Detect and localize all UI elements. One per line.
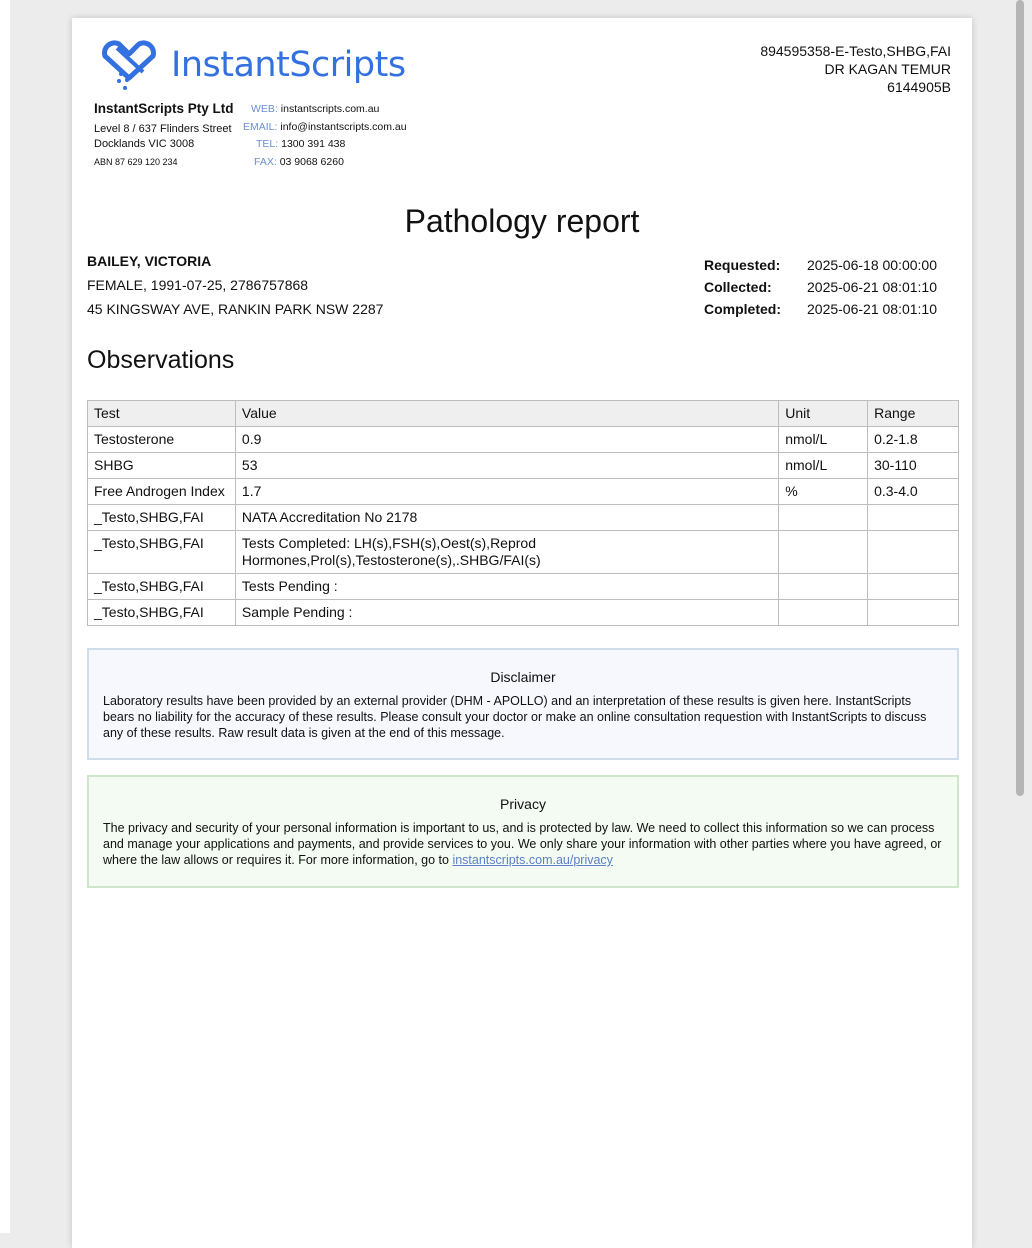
company-address-1: Level 8 / 637 Flinders Street <box>94 123 232 135</box>
cell-range: 30-110 <box>867 452 959 479</box>
collected-value: 2025-06-21 08:01:10 <box>807 279 937 295</box>
cell-unit <box>778 504 869 531</box>
web-label: WEB: <box>251 103 278 115</box>
heart-pill-logo-icon <box>102 40 156 90</box>
contact-block: WEB: instantscripts.com.au EMAIL: info@i… <box>222 101 407 171</box>
col-unit: Unit <box>778 400 869 427</box>
privacy-body: The privacy and security of your persona… <box>103 821 942 867</box>
requested-label: Requested: <box>704 257 781 273</box>
doctor-name: DR KAGAN TEMUR <box>824 61 951 77</box>
cell-range: 0.3-4.0 <box>867 478 959 505</box>
cell-test: Testosterone <box>87 426 236 453</box>
cell-value: Tests Pending : <box>234 573 780 600</box>
cell-unit <box>778 530 869 574</box>
cell-unit <box>778 573 869 600</box>
table-row: Free Androgen Index 1.7% 0.3-4.0 <box>87 478 959 505</box>
cell-test: _Testo,SHBG,FAI <box>87 573 236 600</box>
col-value: Value <box>234 400 780 427</box>
disclaimer-title: Disclaimer <box>490 669 556 685</box>
privacy-title: Privacy <box>500 796 546 812</box>
cell-value: 0.9 <box>234 426 780 453</box>
brand-logo: InstantScripts <box>93 40 406 90</box>
patient-name: BAILEY, VICTORIA <box>87 253 212 269</box>
page-margin <box>0 0 10 1233</box>
table-row: _Testo,SHBG,FAI Tests Completed: LH(s),FS… <box>87 530 959 574</box>
scrollbar[interactable] <box>1016 0 1024 796</box>
table-row: Testosterone 0.9 nmol/L 0.2-1.8 <box>87 426 959 453</box>
privacy-link[interactable]: instantscripts.com.au/privacy <box>452 853 613 867</box>
reference-id: 894595358-E-Testo,SHBG,FAI <box>760 43 951 59</box>
reference-block: 894595358-E-Testo,SHBG,FAI DR KAGAN TEMU… <box>760 42 951 96</box>
cell-test: _Testo,SHBG,FAI <box>87 599 236 626</box>
cell-test: _Testo,SHBG,FAI <box>87 530 236 574</box>
company-abn: ABN 87 629 120 234 <box>94 157 178 167</box>
tel-label: TEL: <box>256 138 279 150</box>
table-row: _Testo,SHBG,FAI Tests Pending : <box>87 573 959 600</box>
requested-value: 2025-06-18 00:00:00 <box>807 257 937 273</box>
cell-range <box>867 504 959 531</box>
provider-number: 6144905B <box>887 79 951 95</box>
email-value: info@instantscripts.com.au <box>280 120 407 133</box>
privacy-box: Privacy The privacy and security of your… <box>87 775 959 888</box>
col-test: Test <box>87 400 236 427</box>
cell-range: 0.2-1.8 <box>867 426 959 453</box>
fax-label: FAX: <box>254 155 277 168</box>
cell-test: _Testo,SHBG,FAI <box>87 504 236 531</box>
collected-label: Collected: <box>704 279 772 295</box>
cell-range <box>867 599 959 626</box>
cell-value: 1.7 <box>234 478 780 505</box>
table-row: _Testo,SHBG,FAI Sample Pending : <box>87 599 959 626</box>
patient-address: 45 KINGSWAY AVE, RANKIN PARK NSW 2287 <box>87 301 384 317</box>
cell-range <box>867 573 959 600</box>
col-range: Range <box>867 400 959 427</box>
observations-table: Test Value Unit Range Testosterone 0.9 nmo… <box>87 400 959 626</box>
company-address-2: Docklands VIC 3008 <box>94 138 195 150</box>
completed-label: Completed: <box>704 301 781 317</box>
email-label: EMAIL: <box>243 120 278 133</box>
report-page: InstantScripts InstantScripts Pty Ltd Le… <box>72 18 972 1248</box>
fax-value: 03 9068 6260 <box>279 155 344 168</box>
disclaimer-text: Laboratory results have been provided by… <box>103 694 927 740</box>
table-header-row: Test Value Unit Range <box>87 400 959 427</box>
cell-value: Sample Pending : <box>234 599 780 626</box>
cell-test: SHBG <box>87 452 236 479</box>
observations-heading: Observations <box>87 346 235 374</box>
patient-details: FEMALE, 1991-07-25, 2786757868 <box>87 277 309 293</box>
brand-name: InstantScripts <box>171 45 406 85</box>
cell-value: NATA Accreditation No 2178 <box>234 504 780 531</box>
web-value: instantscripts.com.au <box>280 103 380 115</box>
completed-value: 2025-06-21 08:01:10 <box>807 301 937 317</box>
table-row: SHBG 53 nmol/L 30-110 <box>87 452 959 479</box>
disclaimer-box: Disclaimer Laboratory results have been … <box>87 648 959 760</box>
cell-unit: nmol/L <box>778 452 869 479</box>
cell-unit: nmol/L <box>778 426 869 453</box>
report-dates: Requested: 2025-06-18 00:00:00 Collected:… <box>704 253 937 321</box>
cell-unit: % <box>778 478 869 505</box>
page-title: Pathology report <box>404 203 640 239</box>
cell-value: Tests Completed: LH(s),FSH(s),Oest(s),Re… <box>234 530 780 574</box>
cell-unit <box>778 599 869 626</box>
company-name: InstantScripts Pty Ltd <box>94 101 234 116</box>
cell-test: Free Androgen Index <box>87 478 236 505</box>
cell-range <box>867 530 959 574</box>
tel-value: 1300 391 438 <box>281 138 346 150</box>
table-row: _Testo,SHBG,FAI NATA Accreditation No 217… <box>87 504 959 531</box>
cell-value: 53 <box>234 452 780 479</box>
privacy-text: The privacy and security of your persona… <box>103 820 943 868</box>
